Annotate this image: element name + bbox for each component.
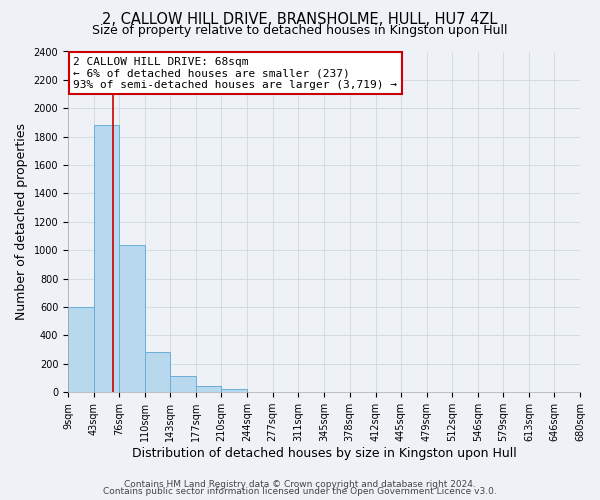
Text: 2 CALLOW HILL DRIVE: 68sqm
← 6% of detached houses are smaller (237)
93% of semi: 2 CALLOW HILL DRIVE: 68sqm ← 6% of detac… bbox=[73, 56, 397, 90]
Text: Contains HM Land Registry data © Crown copyright and database right 2024.: Contains HM Land Registry data © Crown c… bbox=[124, 480, 476, 489]
X-axis label: Distribution of detached houses by size in Kingston upon Hull: Distribution of detached houses by size … bbox=[131, 447, 517, 460]
Bar bbox=[94, 126, 119, 392]
Bar bbox=[170, 376, 196, 392]
Y-axis label: Number of detached properties: Number of detached properties bbox=[15, 124, 28, 320]
Bar bbox=[145, 352, 170, 392]
Text: Contains public sector information licensed under the Open Government Licence v3: Contains public sector information licen… bbox=[103, 488, 497, 496]
Bar bbox=[68, 307, 94, 392]
Bar bbox=[196, 386, 221, 392]
Bar bbox=[119, 246, 145, 392]
Text: Size of property relative to detached houses in Kingston upon Hull: Size of property relative to detached ho… bbox=[92, 24, 508, 37]
Bar bbox=[221, 390, 247, 392]
Text: 2, CALLOW HILL DRIVE, BRANSHOLME, HULL, HU7 4ZL: 2, CALLOW HILL DRIVE, BRANSHOLME, HULL, … bbox=[103, 12, 497, 28]
